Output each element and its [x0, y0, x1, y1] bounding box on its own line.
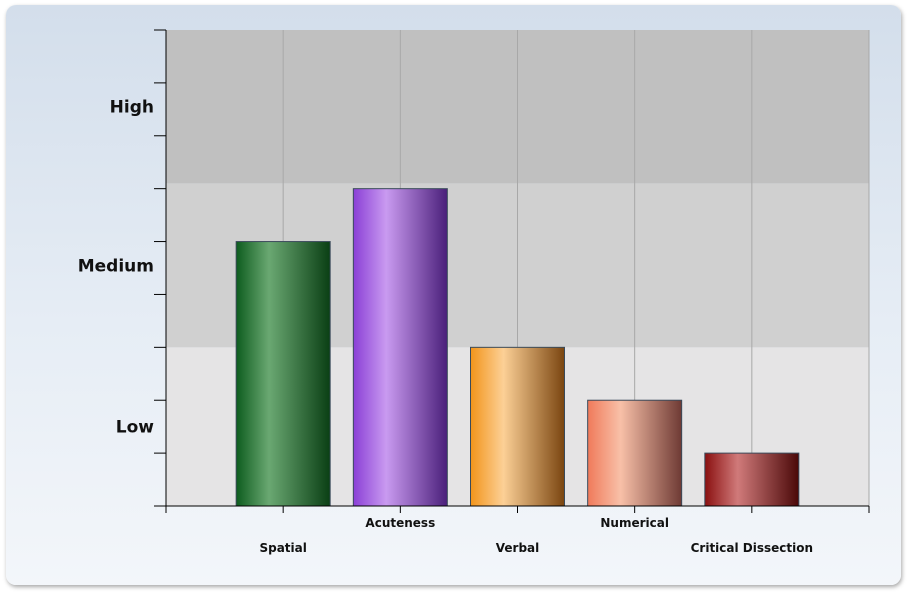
axes: [154, 29, 870, 513]
bars: [235, 188, 800, 507]
y-label-low: Low: [116, 418, 155, 438]
y-label-high: High: [110, 98, 154, 118]
bar-acuteness: [352, 188, 448, 507]
bar-verbal: [470, 346, 565, 507]
bar-numerical: [587, 399, 683, 507]
labels: Low Medium High Spatial Acuteness Verbal Numer…: [78, 98, 813, 555]
x-label-spatial: Spatial: [259, 541, 306, 555]
y-label-medium: Medium: [78, 256, 154, 276]
bar-spatial: [235, 241, 331, 507]
x-label-acuteness: Acuteness: [365, 516, 435, 530]
x-label-numerical: Numerical: [600, 516, 669, 530]
x-label-verbal: Verbal: [496, 541, 540, 555]
x-label-critical-dissection: Critical Dissection: [691, 541, 813, 555]
bar-critical-dissection: [704, 452, 800, 507]
